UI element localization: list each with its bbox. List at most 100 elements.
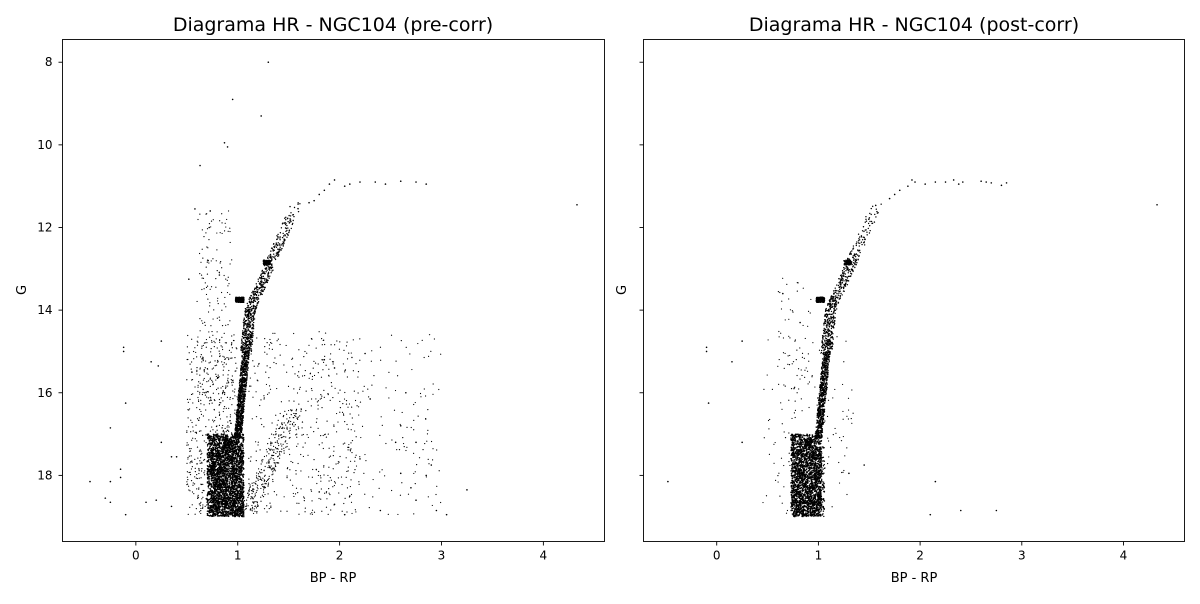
data-point xyxy=(247,318,249,321)
data-point xyxy=(245,366,247,368)
data-point xyxy=(221,514,224,516)
data-point xyxy=(194,208,196,210)
data-point xyxy=(217,506,220,509)
data-point xyxy=(242,369,244,371)
data-point xyxy=(214,360,216,362)
data-point xyxy=(313,199,315,202)
data-point xyxy=(244,346,246,349)
data-point xyxy=(212,486,214,488)
data-point xyxy=(275,254,278,256)
data-point xyxy=(250,333,252,336)
data-point xyxy=(235,436,238,438)
data-point xyxy=(300,470,302,472)
data-point xyxy=(229,477,232,479)
data-point xyxy=(234,485,237,487)
data-point xyxy=(244,392,246,394)
data-point xyxy=(282,232,284,235)
data-point xyxy=(228,472,230,474)
data-point xyxy=(225,470,228,473)
data-point xyxy=(251,339,253,341)
data-point xyxy=(259,283,261,286)
data-point xyxy=(226,489,228,491)
data-point xyxy=(295,473,297,475)
data-point xyxy=(244,328,247,330)
data-point xyxy=(240,370,242,372)
data-point xyxy=(247,309,249,311)
data-point xyxy=(225,452,227,455)
data-point xyxy=(234,395,236,397)
data-point xyxy=(219,463,221,466)
data-point xyxy=(240,492,242,495)
data-point xyxy=(374,181,377,183)
data-point xyxy=(236,491,239,493)
data-point xyxy=(208,447,211,450)
data-point xyxy=(207,459,209,462)
data-point xyxy=(119,468,122,471)
data-point xyxy=(252,299,255,302)
data-point xyxy=(124,513,127,516)
data-point xyxy=(243,318,245,321)
data-point xyxy=(223,489,225,491)
data-point xyxy=(244,351,246,353)
data-point xyxy=(231,433,233,435)
data-point xyxy=(292,219,294,222)
data-point xyxy=(250,345,252,348)
data-point xyxy=(240,430,243,432)
data-point xyxy=(210,462,213,465)
data-point xyxy=(223,492,226,494)
data-point xyxy=(257,302,259,304)
data-point xyxy=(231,441,233,443)
data-point xyxy=(333,179,336,181)
data-point xyxy=(221,450,223,453)
data-point xyxy=(225,493,227,495)
data-point xyxy=(257,444,259,446)
data-point xyxy=(281,236,284,239)
data-point xyxy=(323,189,326,192)
data-point xyxy=(277,255,280,257)
data-point xyxy=(244,362,246,365)
data-point xyxy=(237,407,239,409)
data-point xyxy=(263,272,266,275)
data-point xyxy=(249,321,251,323)
data-point xyxy=(222,355,224,357)
data-point xyxy=(355,454,357,456)
data-point xyxy=(204,394,207,396)
data-point xyxy=(235,440,238,443)
data-point xyxy=(238,505,241,508)
data-point xyxy=(233,449,236,452)
data-point xyxy=(196,373,198,375)
data-point xyxy=(236,414,239,417)
data-point xyxy=(358,483,360,485)
data-point xyxy=(223,459,225,462)
data-point xyxy=(241,387,244,389)
data-point xyxy=(243,388,245,390)
data-point xyxy=(261,272,263,275)
data-point xyxy=(245,310,248,313)
data-point xyxy=(189,398,191,400)
data-point xyxy=(250,294,252,297)
data-point xyxy=(405,391,407,394)
data-point xyxy=(216,450,218,452)
data-point xyxy=(239,403,242,406)
data-point xyxy=(230,436,232,439)
data-point xyxy=(257,278,259,280)
data-point xyxy=(240,301,242,304)
data-point xyxy=(239,394,242,397)
data-point xyxy=(269,275,271,277)
data-point xyxy=(228,482,230,485)
data-point xyxy=(222,450,225,453)
data-point xyxy=(276,235,278,237)
data-point xyxy=(237,463,240,466)
data-point xyxy=(379,471,381,473)
data-point xyxy=(274,257,276,260)
data-point xyxy=(320,477,322,479)
data-point xyxy=(235,469,237,472)
data-point xyxy=(242,357,244,360)
data-point xyxy=(203,458,206,461)
data-point xyxy=(257,294,260,297)
data-point xyxy=(260,280,262,283)
data-point xyxy=(264,279,266,281)
data-point xyxy=(240,452,243,454)
data-point xyxy=(391,439,393,441)
data-point xyxy=(225,407,227,409)
